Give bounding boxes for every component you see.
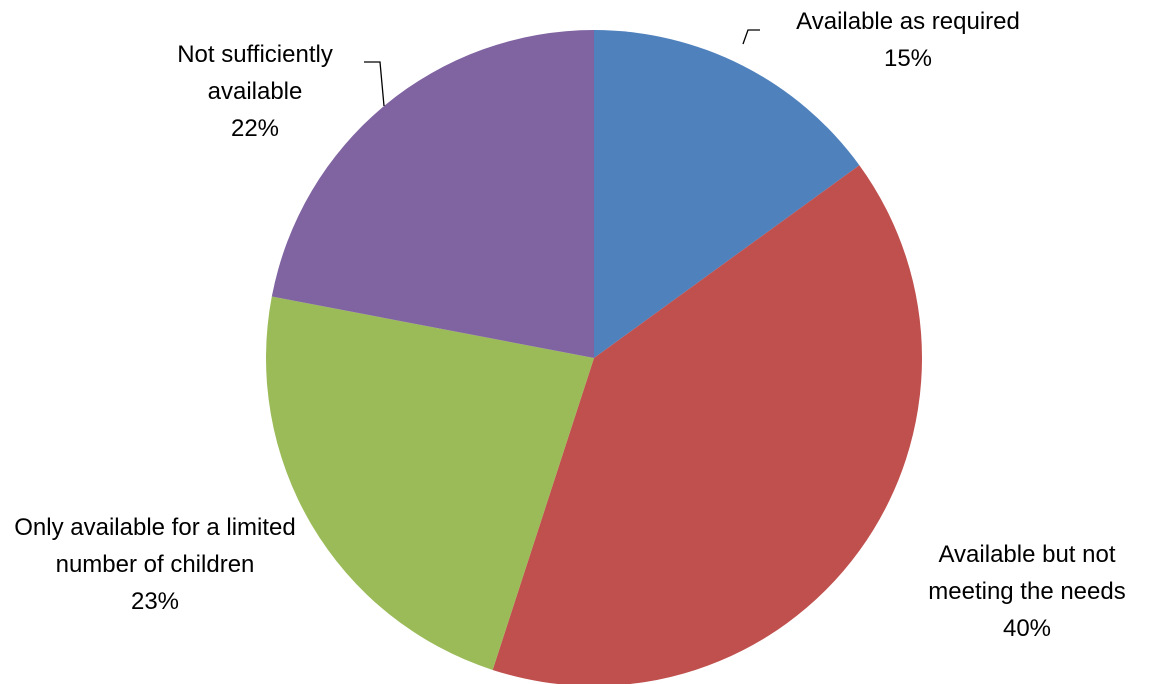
leader-line bbox=[364, 61, 385, 107]
value-label: 40% bbox=[1002, 615, 1052, 642]
category-label: Not sufficiently available bbox=[177, 41, 333, 105]
slice-label: Not sufficiently available 22% bbox=[145, 36, 365, 147]
value-label: 15% bbox=[883, 45, 933, 72]
category-label: Only available for a limited number of c… bbox=[14, 514, 296, 578]
slice-label: Available but not meeting the needs 40% bbox=[897, 536, 1157, 647]
slice-label: Available as required 15% bbox=[748, 3, 1068, 77]
slice-label: Only available for a limited number of c… bbox=[5, 509, 305, 620]
category-label: Available but not meeting the needs bbox=[928, 541, 1126, 605]
pie-slice bbox=[266, 296, 594, 670]
value-label: 23% bbox=[130, 588, 180, 615]
pie-slice bbox=[594, 30, 860, 358]
category-label: Available as required bbox=[796, 8, 1020, 35]
pie-slice bbox=[492, 165, 922, 684]
pie-slice bbox=[271, 30, 594, 358]
value-label: 22% bbox=[230, 115, 280, 142]
leader-line bbox=[742, 29, 760, 45]
